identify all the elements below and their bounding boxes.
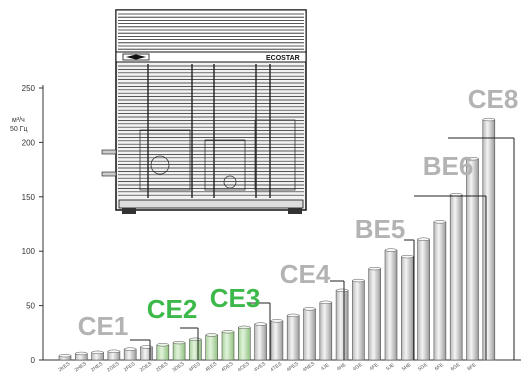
bar [352,280,365,361]
group-label: CE4 [280,259,331,289]
y-tick-label: 100 [22,247,36,256]
y-tick-label: 0 [31,356,36,365]
x-tick-label: 5GE [417,361,429,372]
x-tick-label: 3DES [171,361,186,374]
bar-cap [335,288,349,293]
bar-cap [75,351,88,356]
group-label: CE8 [468,84,519,114]
bar [400,256,414,361]
bar-cap [238,325,251,330]
bar [221,331,235,361]
bar-cap [319,300,333,304]
group-label: CE1 [78,311,129,341]
x-tick-label: 4TES [269,361,283,373]
x-tick-label: 6FE [434,362,445,373]
bar-cap [303,307,316,311]
x-tick-label: 6GE [450,361,462,372]
bar-cap [254,322,267,326]
y-axis-unit: м³/ч [12,117,25,124]
bar-cap [270,319,284,323]
bar-cap [384,248,398,252]
bar [303,308,316,361]
bar [433,221,447,361]
x-tick-label: 4JE [320,362,331,372]
logo-diamond-icon [126,54,146,60]
condensing-unit-illustration: ECOSTAR [101,9,307,214]
bar-cap [156,343,170,347]
bar [270,320,284,361]
bar [368,268,382,361]
bar [254,323,267,361]
y-tick-label: 250 [22,84,36,93]
bar-cap [172,340,186,345]
x-tick-label: 2FES [123,361,137,373]
group-label: BE6 [423,151,474,181]
x-tick-label: 2HES [74,361,89,374]
x-tick-label: 2GES [106,361,121,374]
x-tick-label: 2DES [139,361,154,374]
x-tick-label: 2KES [57,361,71,374]
bar [482,119,496,361]
product-label: ECOSTAR [266,55,300,62]
y-tick-label: 150 [22,193,36,202]
y-tick-label: 200 [22,138,36,147]
x-tick-label: 4GE [352,361,364,372]
x-tick-label: 4CES [237,361,252,374]
x-tick-label: 8FE [466,362,477,373]
bar [156,344,170,361]
x-tick-label: 4EES [204,361,218,374]
group-label: CE2 [147,294,198,324]
bar [189,339,202,361]
bar [466,158,479,361]
x-tick-label: 4HE [336,362,348,373]
bar-cap [123,347,137,351]
bar [417,238,430,361]
bar-cap [417,237,430,241]
x-tick-label: 5HE [401,362,413,373]
bar-cap [352,278,365,283]
x-tick-label: 4DES [220,361,235,374]
y-tick-label: 50 [26,302,35,311]
x-tick-label: 5JE [385,362,396,372]
bar-cap [107,349,121,353]
x-tick-label: 4PES [286,361,300,374]
bar [172,342,186,361]
group-label: CE3 [210,283,261,313]
bar [449,194,463,361]
x-tick-label: 4FE [369,362,380,373]
x-tick-label: 4VES [253,361,267,374]
bar-cap [91,350,104,355]
bar [319,302,333,361]
bar [384,249,398,361]
bar-cap [221,330,235,334]
x-tick-label: 4FES [188,361,202,373]
x-tick-label: 2DES [155,361,170,374]
bar-cap [482,117,496,122]
bar-cap [286,313,300,318]
bar-cap [433,220,447,224]
bar [140,346,153,361]
x-tick-label: 4NES [302,361,317,374]
bar [238,327,251,361]
bar [335,290,349,361]
bar [286,315,300,361]
bar-cap [58,353,72,358]
bar-cap [401,254,414,259]
group-label: BE5 [355,214,406,244]
bar-cap [189,337,202,341]
bar [205,334,218,361]
bar-cap [140,345,153,349]
y-axis-frequency: 50 Гц [10,126,28,133]
bar-cap [368,266,381,271]
bar-cap [466,157,479,161]
bar-cap [205,333,218,337]
x-tick-label: 2HES [90,361,105,374]
